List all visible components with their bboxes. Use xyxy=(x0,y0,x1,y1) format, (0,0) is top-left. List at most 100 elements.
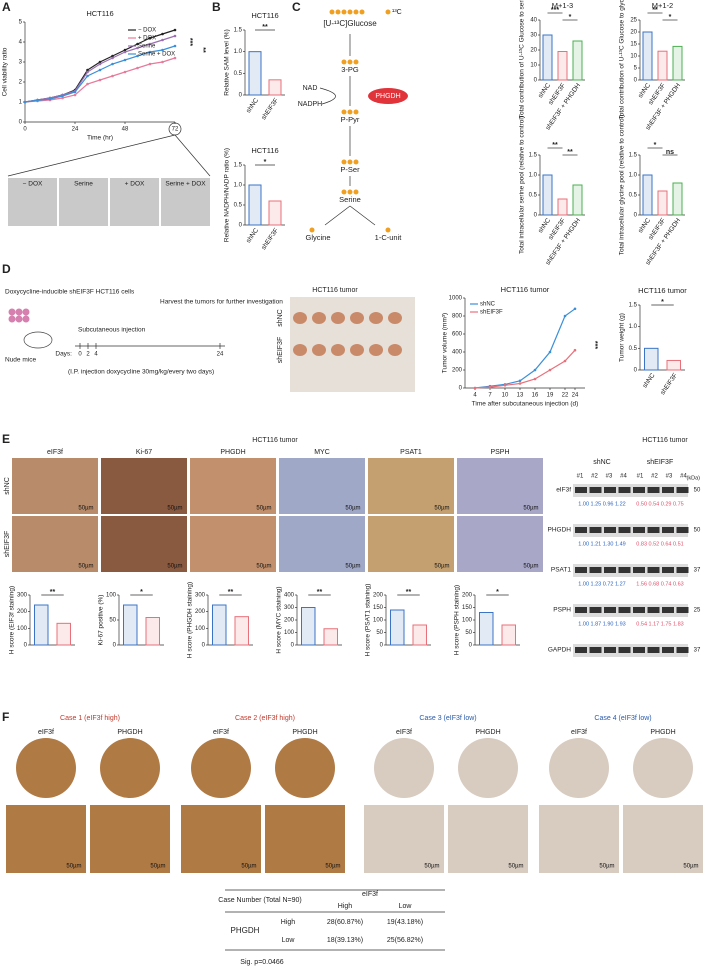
band xyxy=(647,567,660,573)
x-tick-label: shEIF3F xyxy=(260,97,280,121)
point xyxy=(148,42,152,46)
table-cell: High xyxy=(281,919,296,926)
cofactor: NAD xyxy=(303,85,318,92)
band xyxy=(589,487,602,493)
band xyxy=(662,527,674,533)
metabolite: 1-C-unit xyxy=(375,233,403,242)
y-tick-label: 50 xyxy=(376,630,383,636)
y-axis-label: Total intracellular serine pool (relativ… xyxy=(519,116,526,254)
band xyxy=(589,607,602,613)
row-label: shEIF3F xyxy=(277,337,284,363)
point xyxy=(136,42,139,46)
y-tick-label: 0 xyxy=(291,643,295,649)
zoom-line xyxy=(174,134,211,177)
y-axis-label: H score (MYC staining) xyxy=(276,586,283,653)
point xyxy=(173,56,177,60)
significance: * xyxy=(569,14,572,21)
y-tick-label: 4 xyxy=(19,40,23,46)
tumor xyxy=(293,312,307,324)
band xyxy=(676,567,689,573)
panel-letter: A xyxy=(2,0,11,14)
text: Subcutaneous injection xyxy=(78,327,146,334)
case-title: Case 2 (eIF3f high) xyxy=(235,715,295,722)
protein-label: PSPH xyxy=(553,607,571,614)
series-line xyxy=(474,349,576,389)
lane-label: #2 xyxy=(651,474,658,480)
protein-label: PSAT1 xyxy=(551,567,571,574)
quantification: 0.50 0.54 0.29 0.75 xyxy=(636,501,683,507)
band xyxy=(662,647,674,653)
lane-label: #4 xyxy=(680,474,687,480)
y-tick-label: 300 xyxy=(284,605,295,611)
image-label: Serine + DOX xyxy=(165,181,206,188)
kda-label: 50 xyxy=(694,488,701,494)
x-tick-label: 24 xyxy=(72,127,79,133)
x-tick-label: 16 xyxy=(532,393,539,399)
significance: * xyxy=(669,14,672,21)
legend-label: ¹³C xyxy=(392,9,402,16)
column-label: PHGDH xyxy=(220,449,245,456)
significance: * xyxy=(654,142,657,149)
bar xyxy=(248,184,262,226)
y-tick-label: 100 xyxy=(17,626,28,632)
band xyxy=(575,487,587,493)
zoom-image xyxy=(364,805,444,873)
y-tick-label: 3 xyxy=(19,60,23,66)
band xyxy=(575,647,587,653)
tumor xyxy=(331,312,345,324)
image xyxy=(101,458,187,514)
tumor xyxy=(369,344,383,356)
y-tick-label: 0 xyxy=(469,643,473,649)
carbon xyxy=(335,9,341,15)
y-tick-label: 20 xyxy=(530,48,537,54)
point xyxy=(61,96,64,100)
bar xyxy=(268,200,282,226)
chart-title: M+1-2 xyxy=(652,1,673,10)
carbon xyxy=(341,189,347,195)
bar xyxy=(479,612,494,646)
point xyxy=(136,46,139,50)
carbon xyxy=(353,9,359,15)
zoom-image xyxy=(181,805,261,873)
y-tick-label: 200 xyxy=(284,618,295,624)
y-tick-label: 400 xyxy=(284,593,295,599)
y-tick-label: 30 xyxy=(530,33,537,39)
y-tick-label: 0.5 xyxy=(629,346,638,352)
text: (I.P. injection doxycycline 30mg/kg/ever… xyxy=(68,369,214,376)
carbon xyxy=(347,189,353,195)
lane-label: #4 xyxy=(620,474,627,480)
x-tick-label: 19 xyxy=(547,393,554,399)
significance: ** xyxy=(406,589,412,596)
y-tick-label: 0 xyxy=(113,643,117,649)
y-tick-label: 600 xyxy=(452,332,463,338)
scale-bar: 50µm xyxy=(434,506,449,512)
significance: * xyxy=(496,589,499,596)
significance: * xyxy=(140,589,143,596)
table-cell: 28(60.87%) xyxy=(327,919,363,926)
column-label: eIF3f xyxy=(571,729,587,736)
cell xyxy=(15,315,23,323)
bar xyxy=(145,617,160,646)
image xyxy=(368,516,454,572)
point xyxy=(533,377,537,381)
y-tick-label: 0 xyxy=(634,368,638,374)
lane-label: #1 xyxy=(577,474,584,480)
carbon xyxy=(341,9,347,15)
enzyme: PHGDH xyxy=(375,93,400,100)
band xyxy=(676,527,689,533)
group-label: shEIF3F xyxy=(647,459,673,466)
y-tick-label: 200 xyxy=(17,609,28,615)
point xyxy=(548,350,552,354)
zoom-image xyxy=(265,805,345,873)
scale-bar: 50µm xyxy=(66,864,81,870)
y-tick-label: 0 xyxy=(534,213,538,219)
point xyxy=(98,68,102,72)
x-tick-label: shNC xyxy=(641,372,656,390)
scale-bar: 50µm xyxy=(523,506,538,512)
y-tick-label: 0 xyxy=(239,93,243,99)
image-label: + DOX xyxy=(125,181,145,188)
y-tick-label: 150 xyxy=(373,605,384,611)
point xyxy=(86,68,89,72)
band xyxy=(676,487,689,493)
metabolite: Glycine xyxy=(305,233,330,242)
